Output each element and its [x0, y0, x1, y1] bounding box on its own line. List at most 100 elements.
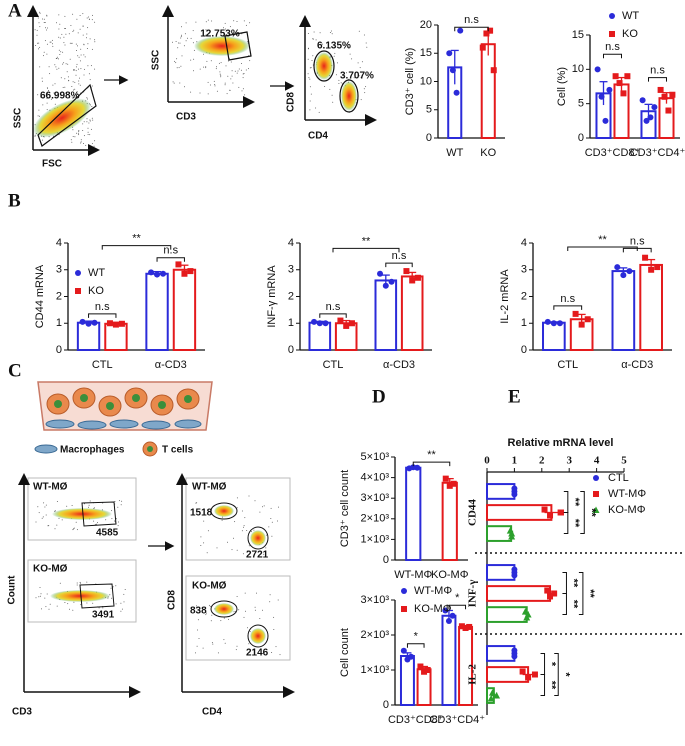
- data-point: [519, 668, 526, 675]
- event-dot: [229, 89, 231, 91]
- event-dot: [236, 507, 238, 509]
- event-dot: [245, 69, 247, 71]
- event-dot: [105, 519, 107, 521]
- event-dot: [197, 619, 199, 621]
- event-dot: [71, 42, 73, 44]
- significance-label: **: [569, 498, 581, 507]
- data-point: [657, 86, 664, 93]
- event-dot: [210, 60, 212, 62]
- event-dot: [309, 86, 311, 88]
- event-dot: [49, 41, 51, 43]
- event-dot: [177, 47, 179, 49]
- event-dot: [78, 80, 80, 82]
- gate: [247, 624, 269, 648]
- significance-label: n.s: [605, 41, 620, 53]
- bar: [441, 614, 457, 706]
- x-tick-label: CTL: [92, 359, 113, 371]
- significance-label: n.s: [392, 250, 407, 262]
- event-dot: [273, 629, 275, 630]
- event-dot: [72, 529, 74, 531]
- event-dot: [364, 92, 366, 94]
- event-dot: [38, 596, 40, 598]
- event-dot: [270, 518, 272, 519]
- event-dot: [42, 104, 44, 106]
- data-point: [337, 317, 344, 324]
- legend-marker: [75, 288, 81, 294]
- event-dot: [91, 106, 93, 107]
- event-dot: [44, 40, 46, 42]
- bar: [76, 321, 101, 351]
- event-dot: [357, 62, 359, 64]
- event-dot: [53, 92, 55, 94]
- event-dot: [232, 82, 234, 84]
- significance-bracket: [448, 604, 467, 610]
- event-dot: [77, 55, 79, 57]
- event-dot: [235, 649, 237, 651]
- gate-label: 838: [190, 606, 207, 617]
- event-dot: [34, 135, 36, 137]
- event-dot: [199, 92, 201, 94]
- event-dot: [338, 79, 340, 81]
- y-tick-label: 5: [578, 98, 584, 110]
- event-dot: [214, 85, 216, 87]
- event-dot: [309, 109, 311, 111]
- event-dot: [263, 553, 265, 555]
- event-dot: [91, 117, 93, 119]
- event-dot: [79, 15, 81, 16]
- event-dot: [91, 85, 93, 87]
- event-dot: [227, 60, 229, 62]
- gate: [224, 31, 252, 61]
- y-axis-label: CD3⁺ cell (%): [404, 48, 416, 116]
- event-dot: [54, 528, 56, 530]
- bar: [480, 43, 496, 139]
- event-dot: [77, 132, 79, 134]
- y-tick-label: 5×10³: [361, 451, 390, 463]
- t-cells-layer: [46, 387, 200, 417]
- event-dot: [45, 504, 47, 506]
- data-point: [442, 475, 449, 482]
- event-dot: [318, 111, 320, 113]
- event-dot: [212, 643, 214, 645]
- y-tick-label: 0: [578, 132, 584, 144]
- significance-bracket: [562, 571, 567, 594]
- event-dot: [111, 518, 113, 520]
- event-dot: [43, 502, 45, 504]
- data-point: [490, 67, 497, 74]
- event-dot: [98, 607, 100, 609]
- event-dot: [181, 26, 182, 28]
- event-dot: [217, 652, 219, 654]
- event-dot: [59, 37, 61, 39]
- data-point: [648, 266, 655, 273]
- gate-label: 2146: [246, 648, 269, 659]
- bar: [639, 263, 663, 351]
- significance-bracket: [567, 246, 638, 252]
- event-dot: [338, 83, 340, 84]
- event-dot: [86, 118, 88, 120]
- y-tick-label: 2: [521, 290, 527, 302]
- bar: [441, 481, 458, 561]
- bar: [400, 275, 424, 351]
- event-dot: [363, 88, 365, 90]
- event-dot: [315, 39, 317, 41]
- event-dot: [94, 140, 96, 142]
- data-point: [175, 261, 182, 268]
- event-dot: [312, 55, 314, 57]
- event-dot: [180, 37, 182, 39]
- event-dot: [78, 130, 80, 132]
- event-dot: [80, 54, 82, 56]
- x-tick-label: α-CD3: [155, 359, 187, 371]
- event-dot: [44, 22, 46, 23]
- event-dot: [366, 46, 368, 48]
- event-dot: [216, 66, 217, 68]
- event-dot: [110, 587, 112, 589]
- event-dot: [87, 134, 89, 135]
- event-dot: [243, 526, 244, 528]
- data-point: [106, 320, 113, 327]
- speckle: [195, 495, 279, 555]
- event-dot: [82, 123, 84, 125]
- event-dot: [40, 593, 42, 595]
- axis-label: CD8: [286, 92, 297, 112]
- event-dot: [247, 627, 248, 629]
- event-dot: [75, 74, 77, 76]
- event-dot: [178, 42, 180, 44]
